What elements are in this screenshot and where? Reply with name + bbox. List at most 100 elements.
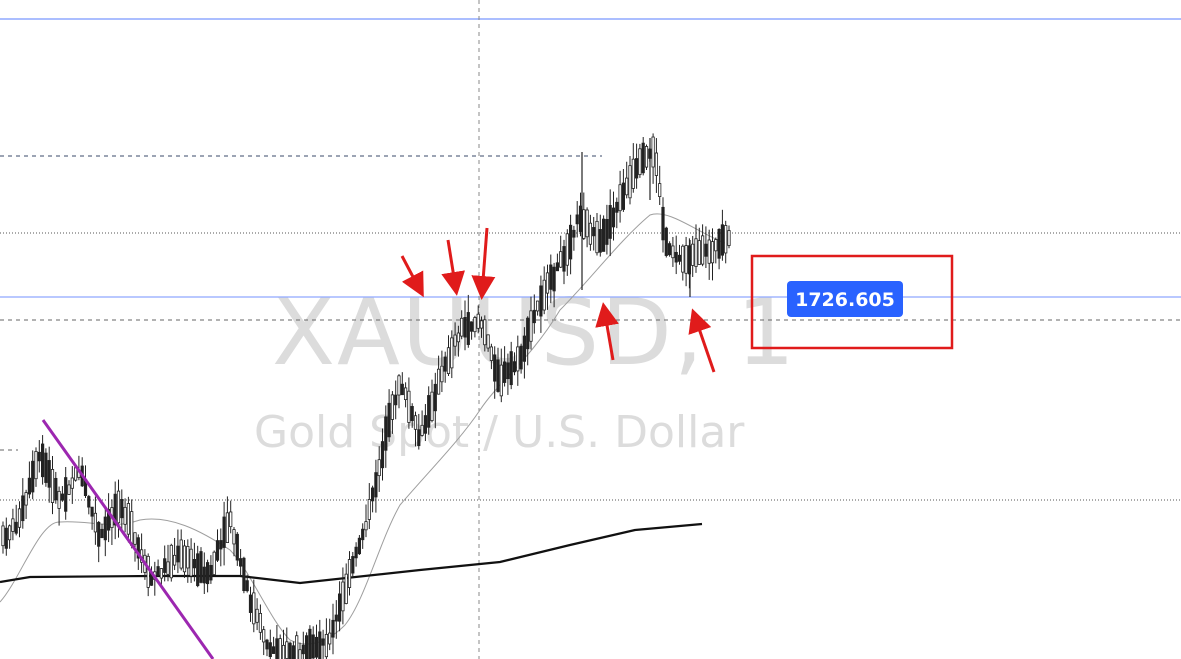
candle-body xyxy=(361,528,365,541)
candle-body xyxy=(394,394,398,406)
candle-body xyxy=(238,558,243,567)
candle-body xyxy=(255,608,259,623)
candle-body xyxy=(661,206,665,241)
candle-body xyxy=(100,528,104,539)
candle-body xyxy=(625,177,629,196)
candle-body xyxy=(50,469,55,503)
candle-body xyxy=(245,580,249,592)
candle-body xyxy=(331,619,335,638)
candle-body xyxy=(268,642,272,658)
candle-body xyxy=(159,568,163,579)
candle-body xyxy=(473,317,477,333)
red-arrow xyxy=(471,227,496,300)
candle-body xyxy=(499,364,503,397)
candle-body xyxy=(205,562,210,585)
candle-body xyxy=(367,499,371,520)
candle-body xyxy=(4,527,8,549)
candle-body xyxy=(677,254,682,262)
candle-body xyxy=(357,537,362,555)
annotation-arrows xyxy=(400,227,716,373)
candle-body xyxy=(156,566,160,576)
candle-body xyxy=(532,309,536,324)
candle-body xyxy=(420,424,424,436)
candle-body xyxy=(34,451,38,480)
candle-body xyxy=(192,559,196,569)
red-arrow xyxy=(688,308,716,373)
candle-body xyxy=(374,472,378,498)
trendline-group[interactable] xyxy=(41,419,215,659)
candle-body xyxy=(172,554,177,566)
candle-body xyxy=(334,614,338,622)
candle-body xyxy=(166,561,170,575)
candle-body xyxy=(611,207,616,228)
candle-body xyxy=(539,285,543,317)
candle-body xyxy=(281,644,286,659)
candle-body xyxy=(598,229,602,253)
candle-body xyxy=(476,313,480,329)
candle-body xyxy=(70,477,74,489)
candle-body xyxy=(694,238,698,267)
candle-body xyxy=(631,158,635,189)
candle-body xyxy=(684,245,688,274)
candle-body xyxy=(295,635,299,659)
candle-body xyxy=(668,243,672,256)
candle-body xyxy=(536,300,540,312)
candle-body xyxy=(608,205,612,239)
candle-body xyxy=(621,182,626,210)
candle-body xyxy=(450,337,454,369)
candle-body xyxy=(582,209,586,239)
candle-body xyxy=(179,539,183,569)
candle-body xyxy=(219,540,223,550)
candle-body xyxy=(717,229,721,259)
candle-body xyxy=(347,559,352,588)
candle-body xyxy=(242,557,246,592)
candle-body xyxy=(479,320,484,329)
red-arrow xyxy=(441,239,466,296)
candle-body xyxy=(430,391,434,421)
candle-body xyxy=(64,477,68,512)
candle-body xyxy=(225,512,229,543)
candle-body xyxy=(14,521,18,534)
candle-body xyxy=(562,246,566,272)
candle-body xyxy=(120,499,124,519)
highlight-box xyxy=(750,254,954,350)
candle-body xyxy=(486,334,490,349)
candle-body xyxy=(57,490,61,509)
candle-body xyxy=(291,645,296,659)
candle-body xyxy=(318,631,322,659)
candle-body xyxy=(202,566,206,584)
candle-body xyxy=(370,487,375,502)
candle-body xyxy=(628,165,632,199)
candle-body xyxy=(328,632,332,645)
candle-body xyxy=(377,459,381,477)
candle-body xyxy=(707,239,711,264)
candle-body xyxy=(107,508,111,531)
candle-body xyxy=(351,556,355,574)
candle-body xyxy=(522,335,527,362)
candle-body xyxy=(635,158,639,179)
candle-body xyxy=(697,240,701,265)
candle-body xyxy=(222,516,226,548)
candle-body xyxy=(182,545,187,573)
red-arrow xyxy=(595,302,619,361)
candle-body xyxy=(654,152,659,176)
candle-body xyxy=(463,317,467,338)
candle-body xyxy=(354,546,358,559)
candle-body xyxy=(440,365,444,383)
candle-body xyxy=(681,245,685,273)
candle-body xyxy=(724,225,728,254)
candle-body xyxy=(506,362,510,380)
candle-body xyxy=(60,493,65,501)
candle-body xyxy=(552,266,556,292)
candle-body xyxy=(390,394,395,420)
candle-body xyxy=(469,321,474,332)
candle-body xyxy=(496,359,500,392)
candle-body xyxy=(410,406,414,422)
candle-body xyxy=(618,184,622,212)
candle-body xyxy=(615,201,619,213)
candle-body xyxy=(542,279,546,311)
candle-body xyxy=(54,477,58,501)
